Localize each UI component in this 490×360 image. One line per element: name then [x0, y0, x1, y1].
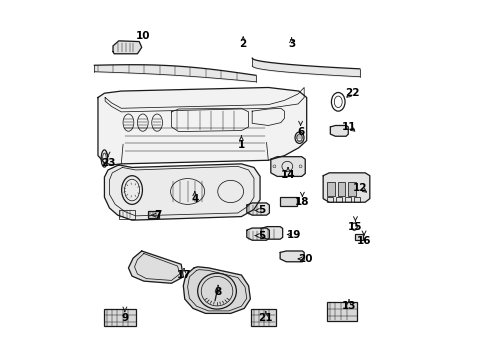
Polygon shape	[183, 267, 250, 314]
Polygon shape	[128, 251, 183, 283]
Bar	[348, 182, 356, 196]
Text: 14: 14	[281, 170, 295, 180]
Polygon shape	[104, 164, 260, 220]
Bar	[280, 197, 297, 206]
Text: 23: 23	[101, 158, 115, 168]
Bar	[327, 182, 335, 196]
Polygon shape	[261, 226, 283, 239]
Text: 11: 11	[342, 122, 356, 132]
Bar	[354, 197, 360, 202]
Bar	[336, 197, 342, 202]
Text: 3: 3	[288, 40, 295, 49]
Text: 8: 8	[215, 287, 222, 297]
Text: 20: 20	[298, 254, 313, 264]
Text: 2: 2	[240, 40, 247, 49]
Bar	[104, 309, 136, 326]
Bar	[119, 210, 135, 219]
Bar	[327, 197, 333, 202]
Bar	[327, 302, 357, 320]
Polygon shape	[98, 87, 307, 165]
Text: 5: 5	[259, 231, 266, 240]
Bar	[338, 182, 345, 196]
Text: 21: 21	[259, 313, 273, 323]
Ellipse shape	[215, 289, 219, 293]
Text: 19: 19	[287, 230, 302, 239]
Text: 17: 17	[177, 270, 192, 280]
Polygon shape	[247, 228, 270, 240]
Text: 13: 13	[342, 301, 356, 311]
Text: 9: 9	[122, 313, 128, 323]
Bar	[251, 309, 276, 326]
Text: 18: 18	[295, 197, 310, 207]
Polygon shape	[330, 126, 348, 136]
Text: 6: 6	[297, 127, 304, 136]
Text: 12: 12	[353, 183, 368, 193]
Bar	[355, 234, 364, 240]
Text: 7: 7	[154, 210, 162, 220]
Text: 5: 5	[259, 206, 266, 216]
Text: 15: 15	[348, 222, 363, 232]
Polygon shape	[280, 251, 304, 262]
Text: 4: 4	[191, 194, 198, 204]
Polygon shape	[271, 157, 305, 176]
Polygon shape	[113, 41, 142, 54]
Polygon shape	[323, 173, 370, 202]
Bar	[344, 197, 351, 202]
Polygon shape	[247, 203, 270, 215]
Text: 22: 22	[345, 88, 360, 98]
Text: 10: 10	[136, 31, 150, 41]
Text: 1: 1	[238, 140, 245, 150]
Bar	[148, 211, 159, 218]
Text: 16: 16	[357, 236, 371, 246]
